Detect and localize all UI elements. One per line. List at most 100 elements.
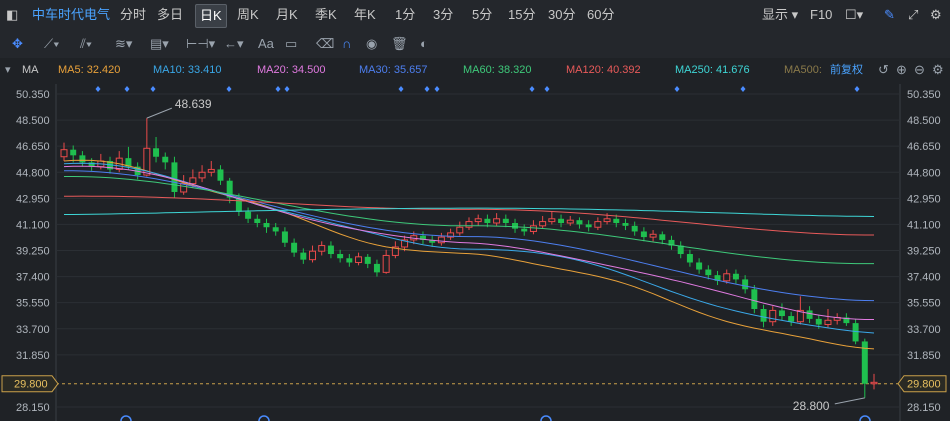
period-toolbar: ◧ 中车时代电气 分时 多日 日K 周K 月K 季K 年K 1分 3分 5分 1… bbox=[0, 0, 950, 31]
candle-body bbox=[815, 318, 822, 325]
ma-line bbox=[64, 195, 874, 236]
arrow-tool-icon[interactable]: ←▾ bbox=[224, 36, 244, 51]
candle-body bbox=[852, 323, 859, 342]
candle-body bbox=[309, 250, 317, 261]
candle-body bbox=[272, 227, 279, 232]
candle-body bbox=[714, 275, 721, 281]
reset-icon[interactable]: ↺ bbox=[878, 62, 889, 77]
ma-line bbox=[64, 207, 875, 217]
ma30-label: MA30: 35.657 bbox=[359, 64, 428, 76]
candle-body bbox=[235, 197, 242, 212]
candle-body bbox=[401, 239, 409, 248]
candle-body bbox=[742, 279, 749, 290]
tab-multi-day[interactable]: 多日 bbox=[157, 7, 184, 22]
candle-body bbox=[465, 221, 473, 228]
tab-daily-k[interactable]: 日K bbox=[195, 4, 227, 28]
collapse-icon[interactable]: ▾ bbox=[5, 64, 11, 76]
remove-icon[interactable]: ⊖ bbox=[914, 62, 925, 77]
layout-icon[interactable]: ◧ bbox=[6, 7, 19, 22]
trash-icon[interactable]: 🗑 bbox=[391, 36, 408, 51]
ma-indicator-label[interactable]: MA bbox=[22, 64, 39, 76]
tab-1min[interactable]: 1分 bbox=[395, 7, 416, 22]
line-tool-icon[interactable]: ⟋▾ bbox=[44, 36, 60, 51]
candle-body bbox=[207, 168, 215, 173]
y-tick-left: 46.650 bbox=[16, 141, 50, 153]
candle-body bbox=[594, 221, 602, 228]
candle-body bbox=[548, 218, 556, 223]
y-tick-left: 50.350 bbox=[16, 89, 50, 101]
tab-5min[interactable]: 5分 bbox=[472, 7, 493, 22]
eye-icon[interactable]: ◉ bbox=[366, 36, 378, 51]
toggle-icon[interactable]: ◐ bbox=[420, 36, 428, 51]
eraser-icon[interactable]: ⌫ bbox=[316, 36, 335, 51]
candle-body bbox=[521, 228, 528, 232]
tab-30min[interactable]: 30分 bbox=[548, 7, 576, 22]
y-tick-right: 46.650 bbox=[907, 141, 941, 153]
candle-body bbox=[705, 269, 712, 276]
fib-tool-icon[interactable]: ▤▾ bbox=[150, 36, 169, 51]
pen-icon[interactable]: ✎ bbox=[884, 7, 895, 22]
display-menu[interactable]: 显示 ▾ bbox=[762, 0, 798, 30]
y-tick-right: 39.250 bbox=[907, 246, 941, 258]
candle-body bbox=[88, 162, 95, 167]
fullscreen-icon[interactable]: ⤢ bbox=[908, 7, 919, 22]
ma5-label: MA5: 32.420 bbox=[58, 64, 121, 76]
tab-60min[interactable]: 60分 bbox=[587, 7, 615, 22]
event-marker bbox=[284, 86, 290, 92]
event-marker-bottom bbox=[859, 415, 871, 421]
candle-body bbox=[484, 218, 491, 224]
crosshair-icon[interactable]: ✥ bbox=[12, 36, 23, 51]
candle-body bbox=[696, 262, 703, 270]
candle-body bbox=[263, 223, 270, 228]
candle-body bbox=[79, 155, 86, 163]
indicator-settings-icon[interactable]: ⚙ bbox=[932, 62, 944, 77]
event-marker bbox=[226, 86, 232, 92]
candle-body bbox=[70, 149, 77, 156]
checkbox-icon[interactable]: ☐▾ bbox=[845, 7, 864, 22]
tab-yearly-k[interactable]: 年K bbox=[354, 7, 376, 22]
candle-body bbox=[355, 256, 363, 263]
text-tool-icon[interactable]: Aa bbox=[258, 36, 274, 51]
candle-body bbox=[456, 226, 464, 234]
display-label: 显示 bbox=[762, 7, 789, 22]
event-marker-bottom bbox=[258, 415, 270, 421]
event-marker bbox=[529, 86, 535, 92]
y-tick-left: 42.950 bbox=[16, 193, 50, 205]
tab-monthly-k[interactable]: 月K bbox=[276, 7, 298, 22]
settings-icon[interactable]: ⚙ bbox=[930, 7, 942, 22]
tab-3min[interactable]: 3分 bbox=[433, 7, 454, 22]
high-annotation-line bbox=[146, 107, 173, 119]
f10-button[interactable]: F10 bbox=[810, 7, 833, 22]
stock-name[interactable]: 中车时代电气 bbox=[32, 7, 111, 22]
event-marker bbox=[740, 86, 746, 92]
candle-body bbox=[143, 147, 151, 176]
ma120-label: MA120: 40.392 bbox=[566, 64, 641, 76]
candle-body bbox=[493, 218, 501, 224]
candle-body bbox=[60, 149, 68, 158]
candle-body bbox=[217, 169, 224, 181]
candle-body bbox=[529, 225, 537, 232]
add-icon[interactable]: ⊕ bbox=[896, 62, 907, 77]
range-tool-icon[interactable]: ⊢⊣▾ bbox=[186, 36, 216, 51]
candle-body bbox=[437, 236, 445, 244]
candle-body bbox=[198, 171, 206, 179]
channel-tool-icon[interactable]: ⫽▾ bbox=[80, 36, 93, 51]
comment-icon[interactable]: ▭ bbox=[285, 36, 298, 51]
candle-body bbox=[419, 235, 426, 240]
tab-quarterly-k[interactable]: 季K bbox=[315, 7, 337, 22]
low-annotation-line bbox=[834, 397, 865, 405]
tab-intraday[interactable]: 分时 bbox=[120, 7, 147, 22]
tab-weekly-k[interactable]: 周K bbox=[237, 7, 259, 22]
candle-body bbox=[226, 180, 233, 198]
candle-body bbox=[585, 224, 592, 228]
wave-tool-icon[interactable]: ≋▾ bbox=[115, 36, 133, 51]
tab-15min[interactable]: 15分 bbox=[508, 7, 536, 22]
magnet-icon[interactable]: ∩ bbox=[342, 36, 352, 51]
event-marker bbox=[150, 86, 156, 92]
candle-body bbox=[686, 254, 693, 263]
candle-body bbox=[180, 183, 188, 193]
adjust-mode-button[interactable]: 前复权 bbox=[830, 64, 863, 76]
y-tick-right: 50.350 bbox=[907, 89, 941, 101]
candle-body bbox=[391, 246, 399, 256]
